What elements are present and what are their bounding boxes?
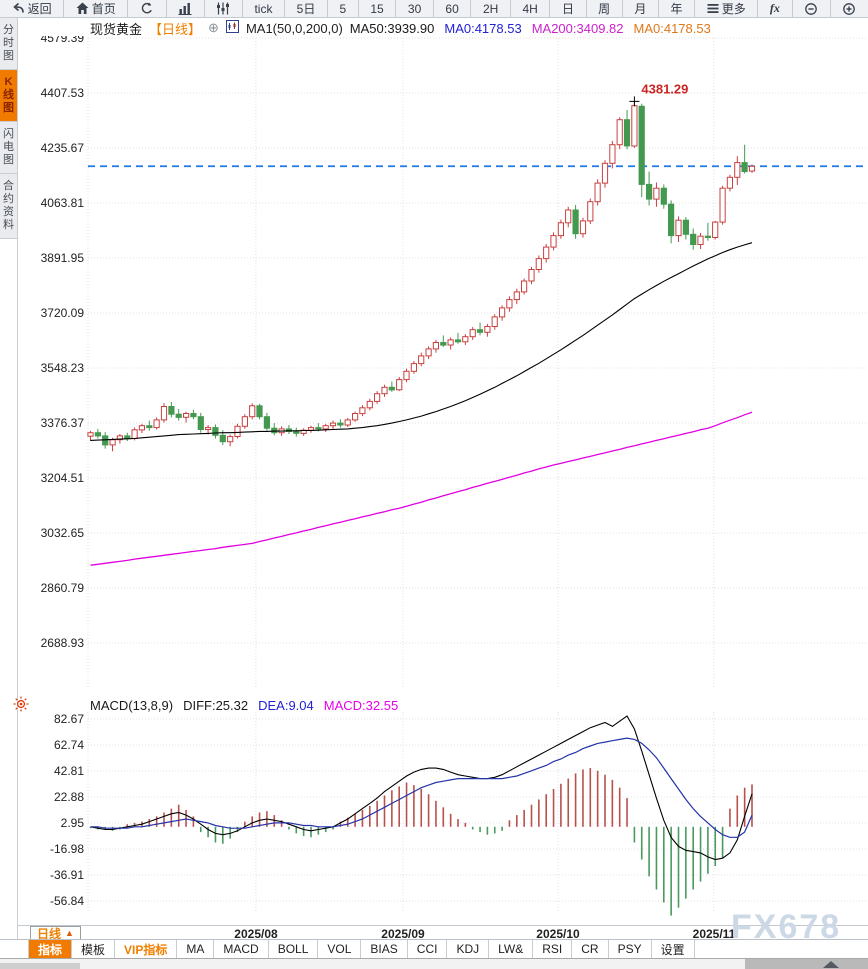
indicator-tab-bar: 指标 模板 VIP指标 MA MACD BOLL VOL BIAS CCI KDJ LW& RSI CR… [0,939,868,958]
toolbar-5d-button[interactable]: 5日 [285,0,328,17]
period-tag: 【日线】 [149,21,202,37]
toolbar-15m-button[interactable]: 15 [359,0,397,17]
ma-value: MA200:3409.82 [531,20,624,36]
toolbar-day-button[interactable]: 日 [550,0,587,17]
toolbar-60m-button[interactable]: 60 [434,0,472,17]
toolbar-fx-button[interactable]: fx [758,0,793,17]
tab-boll[interactable]: BOLL [269,940,319,958]
ma-values: MA50:3939.90 MA0:4178.53 MA200:3409.82 MA0:… [350,21,711,36]
symbol-name: 现货黄金 [90,21,143,37]
ma-formula: MA1(50,0,200,0) [245,20,343,36]
macd-value: MACD:32.55 [323,697,399,713]
x-axis-date-label: 2025/11 [692,927,736,941]
period-selector-label: 日线 [37,927,62,941]
tab-indicator[interactable]: 指标 [28,940,73,958]
top-toolbar: 返回 首页 tick 5日 5 15 30 60 2H 4H 日周月年更多 fx [0,0,868,18]
x-axis-row: 日线 ▲ 2025/08 2025/09 2025/10 2025/11 [18,925,868,941]
macd-formula: MACD(13,8,9) [90,697,174,713]
svg-text:22.88: 22.88 [54,790,84,804]
mini-chart-icon[interactable] [225,20,239,36]
macd-panel[interactable]: 82.67 62.74 42.81 22.88 2.95 -16.98 -36.91 -56.… [18,712,868,925]
expand-panel-arrow-icon[interactable] [823,961,839,968]
main-price-chart[interactable]: 4579.39 4407.53 4235.67 4063.81 3891.95 3720.… [18,36,868,696]
toolbar-bar-chart-button[interactable] [167,0,205,17]
toolbar-candlestick-button[interactable] [205,0,243,17]
toolbar-5m-button[interactable]: 5 [328,0,359,17]
svg-text:-56.84: -56.84 [50,894,84,908]
toolbar-tick-button[interactable]: tick [243,0,286,17]
svg-text:82.67: 82.67 [54,712,84,726]
svg-text:62.74: 62.74 [54,738,84,752]
tab-template[interactable]: 模板 [72,940,116,958]
toolbar-home-button[interactable]: 首页 [64,0,129,17]
tab-ma[interactable]: MA [177,940,215,958]
svg-text:3376.37: 3376.37 [41,416,85,430]
tab-vip-indicator[interactable]: VIP指标 [115,940,178,958]
svg-text:2.95: 2.95 [61,816,85,830]
svg-text:3548.23: 3548.23 [41,361,85,375]
tab-kdj[interactable]: KDJ [447,940,490,958]
ma-value: MA50:3939.90 [349,20,435,36]
tab-vol[interactable]: VOL [318,940,362,958]
ma-value: MA0:4178.53 [444,20,522,36]
ma-value: MA0:4178.53 [633,20,711,36]
toolbar-zoom-out-button[interactable] [793,0,831,17]
macd-value: DIFF:25.32 [183,697,249,713]
chart-legend: 现货黄金 【日线】 ⊕ MA1(50,0,200,0) MA50:3939.90… [90,20,711,37]
svg-text:3891.95: 3891.95 [41,251,85,265]
tab-macd[interactable]: MACD [214,940,269,958]
x-axis-date-label: 2025/09 [381,927,425,941]
toolbar-refresh-button[interactable] [128,0,167,17]
tab-rsi[interactable]: RSI [533,940,573,958]
scrollbar-thumb[interactable] [745,959,868,969]
bottom-scrollbar[interactable] [0,958,868,969]
sidebar-item-lightning-chart[interactable]: 闪电图 [0,122,17,174]
svg-text:-36.91: -36.91 [50,868,84,882]
toolbar-year-button[interactable]: 年 [659,0,696,17]
triangle-up-icon: ▲ [65,928,74,938]
toolbar-2h-button[interactable]: 2H [471,0,511,17]
macd-values: DIFF:25.32 DEA:9.04 MACD:32.55 [183,698,398,713]
tab-psy[interactable]: PSY [609,940,652,958]
tab-settings[interactable]: 设置 [652,940,695,958]
svg-text:3032.65: 3032.65 [41,526,85,540]
macd-legend: MACD(13,8,9) DIFF:25.32 DEA:9.04 MACD:32.5… [90,697,398,713]
toolbar-back-button[interactable]: 返回 [0,0,65,17]
svg-text:-16.98: -16.98 [50,842,84,856]
tab-cci[interactable]: CCI [408,940,448,958]
svg-text:4407.53: 4407.53 [41,86,85,100]
tab-lwr[interactable]: LW& [489,940,534,958]
svg-text:42.81: 42.81 [54,764,84,778]
tab-bias[interactable]: BIAS [361,940,408,958]
svg-text:3204.51: 3204.51 [41,471,85,485]
add-indicator-icon[interactable]: ⊕ [208,20,219,35]
x-axis-date-label: 2025/08 [234,927,278,941]
toolbar-4h-button[interactable]: 4H [511,0,551,17]
indicator-settings-icon[interactable] [13,696,29,717]
sidebar-item-contract-info[interactable]: 合约资料 [0,174,17,239]
tab-cr[interactable]: CR [572,940,609,958]
macd-value: DEA:9.04 [258,697,314,713]
x-axis-date-label: 2025/10 [536,927,580,941]
svg-text:3720.09: 3720.09 [41,306,85,320]
svg-text:4579.39: 4579.39 [41,36,85,45]
svg-text:2688.93: 2688.93 [41,636,85,650]
svg-text:4381.29: 4381.29 [641,81,688,96]
toolbar-30m-button[interactable]: 30 [396,0,434,17]
sidebar-item-time-chart[interactable]: 分时图 [0,18,17,70]
toolbar-zoom-in-button[interactable] [831,0,868,17]
svg-text:4063.81: 4063.81 [41,196,85,210]
svg-text:2860.79: 2860.79 [41,581,85,595]
toolbar-more-button[interactable]: 更多 [695,0,759,17]
toolbar-month-button[interactable]: 月 [623,0,659,17]
svg-text:4235.67: 4235.67 [41,141,85,155]
toolbar-week-button[interactable]: 周 [587,0,623,17]
scrollbar-left-piece[interactable] [0,963,80,969]
